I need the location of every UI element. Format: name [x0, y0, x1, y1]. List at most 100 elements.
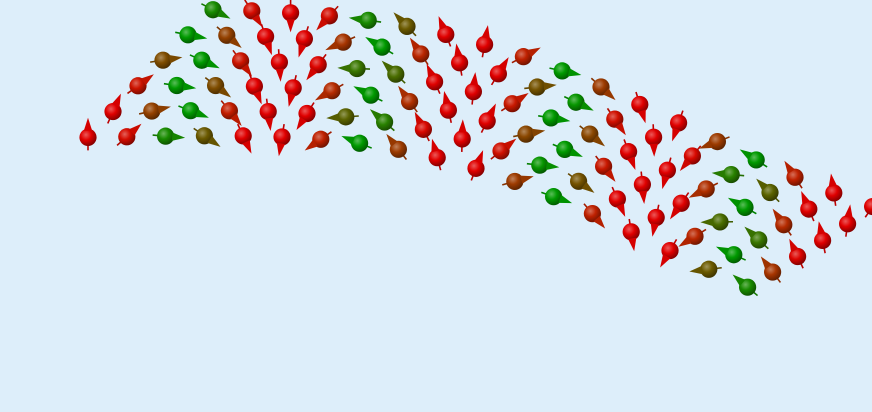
spin-arrow-head [207, 136, 221, 147]
spin-sphere [542, 109, 560, 127]
spin-site [476, 25, 494, 58]
spin-sphere [320, 7, 338, 25]
spin-site [270, 49, 288, 82]
spin-site [365, 37, 394, 56]
spin-sphere [273, 128, 291, 146]
spin-site [579, 125, 606, 147]
spin-sphere [736, 198, 754, 216]
spin-sphere [323, 82, 341, 100]
spin-arrow-head [337, 64, 351, 73]
spin-site [784, 160, 804, 189]
spin-sphere [334, 33, 352, 51]
spin-site [104, 93, 122, 124]
spin-site [398, 85, 419, 113]
spin-arrow-head [298, 43, 307, 58]
spin-site [116, 123, 142, 147]
spin-site [409, 37, 430, 66]
spin-site [464, 72, 482, 105]
spin-site [500, 92, 529, 113]
spin-sphere [620, 143, 638, 161]
spin-site [814, 221, 832, 254]
spin-site [679, 145, 702, 171]
spin-arrow-head [678, 236, 692, 247]
spin-sphere [218, 26, 236, 44]
spin-sphere [517, 125, 535, 143]
spin-site [428, 138, 446, 171]
spin-sphere [243, 2, 261, 20]
spin-sphere [453, 130, 471, 148]
spin-arrow-head [216, 8, 231, 19]
spin-sphere [451, 54, 469, 72]
spin-arrow-head [689, 265, 703, 275]
spin-arrow-head [287, 93, 296, 107]
spin-sphere [282, 4, 300, 22]
spin-arrow-head [474, 150, 484, 164]
spin-arrow-head [603, 88, 616, 101]
spin-arrow-head [616, 203, 626, 217]
spin-sphere [412, 45, 430, 63]
spin-sphere [129, 77, 147, 95]
spin-arrow-head [426, 63, 436, 78]
spin-arrow-head [672, 127, 681, 142]
spin-sphere [825, 184, 843, 202]
spin-site [772, 208, 793, 236]
spin-sphere [232, 52, 250, 70]
spin-sphere [154, 51, 172, 69]
spin-sphere [414, 120, 432, 138]
spin-arrow-head [760, 256, 772, 270]
spin-sphere [531, 156, 549, 174]
spin-sphere [661, 241, 679, 260]
spin-site [220, 100, 242, 127]
spin-arrow-head [409, 37, 421, 51]
spin-sphere [118, 128, 136, 146]
spin-sphere [570, 172, 588, 190]
spin-arrow-head [580, 101, 594, 111]
spin-sphere [439, 101, 457, 119]
spin-site [127, 74, 154, 95]
spin-arrow-head [772, 208, 784, 222]
spin-site [348, 11, 382, 29]
spin-arrow-head [543, 82, 557, 91]
spin-site [526, 156, 560, 174]
spin-sphere [467, 159, 485, 177]
spin-arrow-head [111, 93, 121, 108]
spin-arrow-head [569, 148, 583, 157]
spin-arrow-head [242, 140, 252, 154]
spin-site [337, 59, 371, 78]
spin-site [583, 203, 606, 229]
spin-arrow-head [661, 175, 670, 190]
spin-site [296, 102, 316, 131]
spin-arrow-head [252, 90, 262, 105]
spin-arrow-head [581, 181, 595, 193]
spin-arrow-head [567, 68, 582, 77]
spin-sphere [697, 180, 715, 198]
spin-arrow-head [314, 90, 329, 101]
spin-site [620, 139, 638, 171]
spin-site [245, 73, 263, 105]
spin-arrow-head [353, 86, 367, 96]
spin-site [727, 197, 757, 216]
spin-site [699, 133, 730, 151]
spin-site [232, 49, 253, 77]
spin-arrow-head [828, 173, 838, 188]
spin-arrow-head [341, 136, 356, 145]
spin-arrow-head [545, 161, 560, 171]
spin-sphere [739, 278, 757, 296]
spin-arrow-head [316, 17, 329, 31]
spin-arrow-head [438, 16, 448, 30]
spin-site [414, 111, 432, 142]
spin-sphere [179, 26, 197, 44]
spin-arrow-head [381, 60, 394, 73]
spin-arrow-head [348, 15, 363, 24]
spin-sphere [79, 128, 97, 146]
spin-arrow-head [431, 138, 440, 153]
spin-sphere [633, 175, 652, 194]
spin-arrow-head [615, 122, 626, 136]
spin-arrow-head [711, 169, 725, 179]
spin-sphere [647, 208, 665, 227]
spin-sphere [658, 161, 677, 179]
spin-arrow-head [263, 41, 272, 56]
spin-arrow-head [498, 57, 509, 71]
spin-arrow-head [414, 111, 425, 126]
